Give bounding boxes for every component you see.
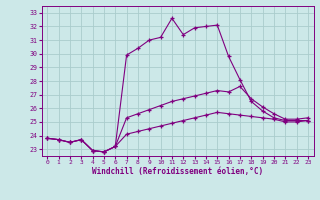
X-axis label: Windchill (Refroidissement éolien,°C): Windchill (Refroidissement éolien,°C) (92, 167, 263, 176)
